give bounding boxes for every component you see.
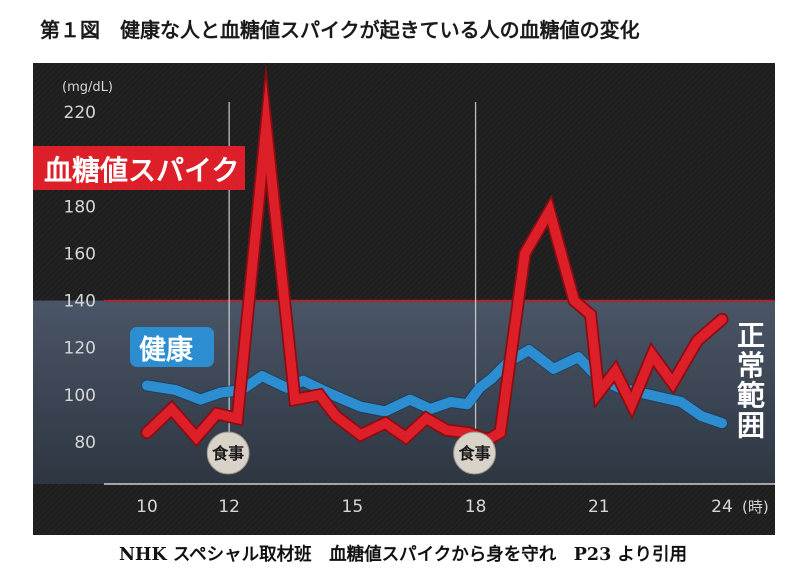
x-tick-label: 12: [218, 497, 240, 517]
figure-title: 第１図 健康な人と血糖値スパイクが起きている人の血糖値の変化: [40, 18, 640, 42]
source-note: NHK スペシャル取材班 血糖値スパイクから身を守れ P23 より引用: [118, 545, 687, 565]
normal-range-char: 常: [737, 349, 765, 382]
y-tick-label: 140: [64, 292, 96, 312]
x-tick-label: 15: [342, 497, 364, 517]
y-tick-label: 100: [64, 386, 96, 406]
x-axis-ticks: 10 12 15 18 21 24: [136, 497, 733, 517]
normal-range-char: 範: [737, 379, 765, 412]
y-tick-label: 120: [64, 339, 96, 359]
series-layer: [140, 61, 729, 448]
y-tick-label: 220: [64, 103, 96, 123]
x-tick-label: 18: [465, 497, 487, 517]
x-tick-label: 10: [136, 497, 158, 517]
y-axis-ticks: 80 100 120 140 160 180 220: [64, 103, 96, 453]
spike-line: [142, 79, 727, 445]
legend-spike-box: [33, 146, 245, 190]
meal-marker-label: 食事: [458, 444, 491, 463]
meal-marker-2: [453, 431, 497, 475]
meal-markers: 食事 食事: [206, 431, 497, 475]
meal-marker-label: 食事: [211, 444, 244, 463]
y-axis-unit-label: (mg/dL): [62, 80, 113, 95]
legend-healthy-box: [130, 327, 214, 367]
legend-spike-label: 血糖値スパイク: [44, 154, 239, 187]
x-tick-label: 21: [588, 497, 610, 517]
x-axis-unit-label: (時): [742, 498, 769, 516]
normal-range-char: 囲: [737, 409, 765, 442]
legend-healthy-label: 健康: [139, 334, 194, 366]
normal-range-char: 正: [737, 319, 765, 352]
y-tick-label: 80: [74, 433, 96, 453]
legend-healthy: 健康: [130, 327, 214, 367]
x-tick-label: 24: [711, 497, 733, 517]
y-tick-label: 160: [64, 244, 96, 264]
legend-spike: 血糖値スパイク: [33, 146, 245, 190]
meal-marker-1: [206, 431, 250, 475]
y-tick-label: 180: [64, 197, 96, 217]
